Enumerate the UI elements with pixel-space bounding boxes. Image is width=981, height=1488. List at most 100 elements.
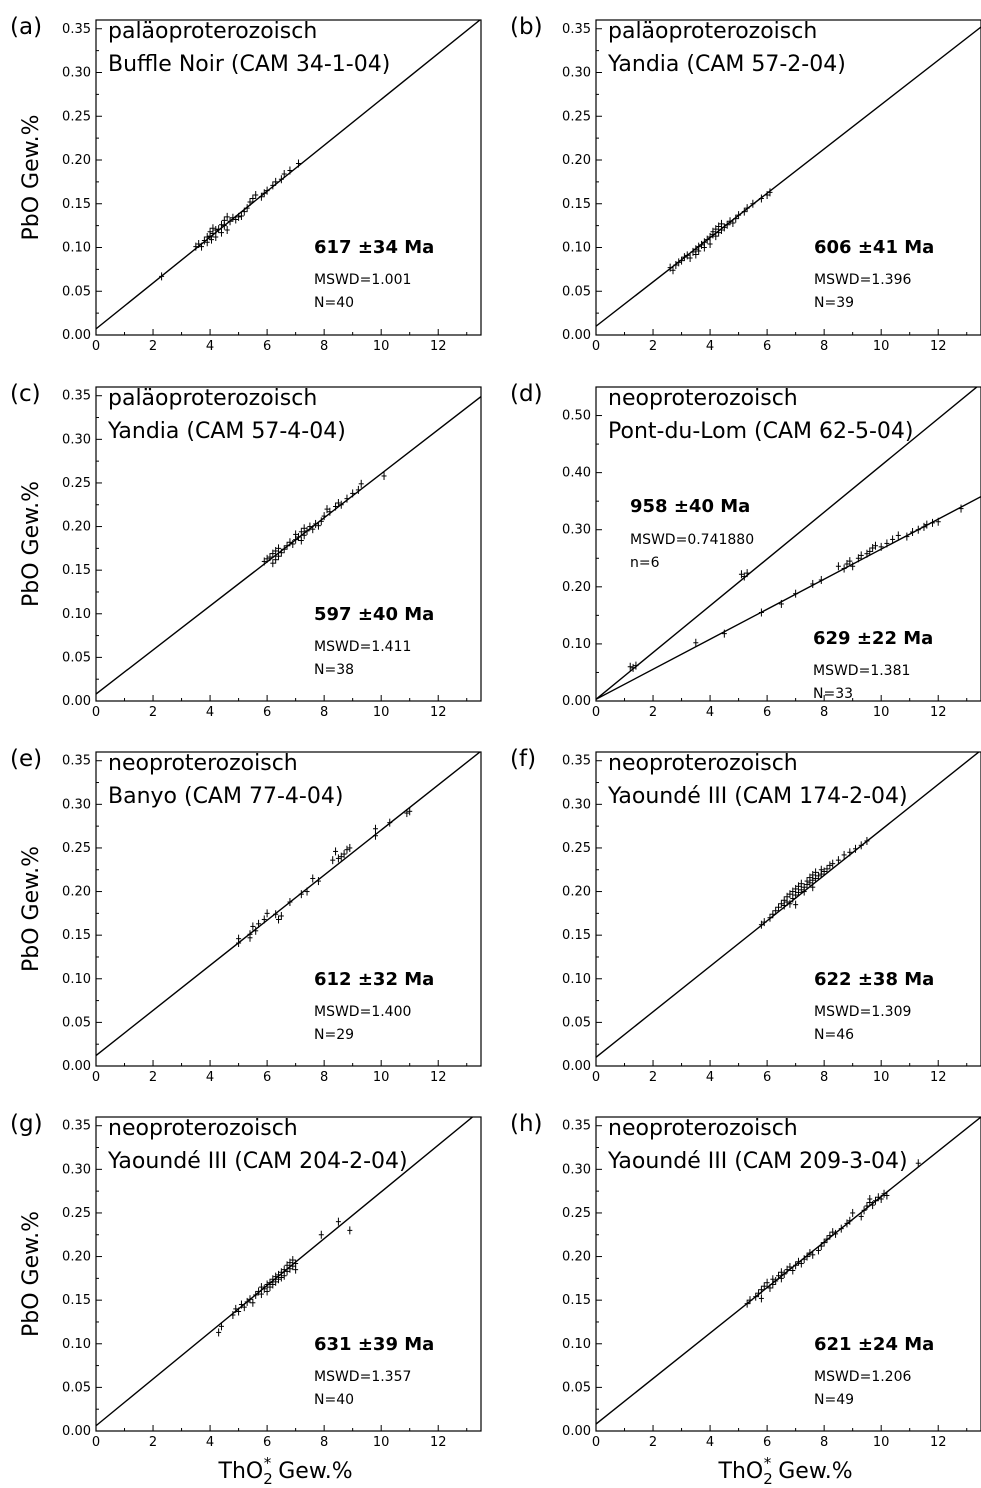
y-tick-label: 0.30 <box>562 66 591 81</box>
data-point <box>758 1285 764 1294</box>
data-point <box>761 1282 767 1291</box>
y-tick-label: 0.50 <box>562 409 591 424</box>
data-point <box>784 892 790 901</box>
plot-frame <box>95 1116 482 1432</box>
data-point <box>273 555 279 564</box>
data-point <box>224 212 230 221</box>
data-point <box>278 911 284 920</box>
panel-label: (a) <box>10 14 42 40</box>
x-tick-label: 8 <box>320 705 328 720</box>
plot-frame <box>595 1116 981 1432</box>
data-point <box>338 500 344 509</box>
plot-frame <box>95 19 482 336</box>
data-point <box>293 1265 299 1274</box>
data-point <box>295 159 301 168</box>
data-point <box>710 227 716 236</box>
n-label: N=40 <box>314 1392 354 1408</box>
data-point <box>904 532 910 541</box>
isochron-line <box>96 1117 474 1427</box>
data-point <box>344 494 350 503</box>
y-tick-label: 0.20 <box>62 153 91 168</box>
panel-h: 0.00 0.05 0.10 0.15 0.20 0.25 0.30 0.35 0 2 4 6 8 10 1… <box>510 1111 981 1450</box>
data-point <box>758 608 764 617</box>
data-point <box>627 662 633 671</box>
x-axis-label-subscript: 2 <box>263 1470 273 1488</box>
data-point <box>736 211 742 220</box>
x-axis-label-subscript: 2 <box>763 1470 773 1488</box>
y-tick-label: 0.15 <box>62 197 91 212</box>
data-point <box>264 1287 270 1296</box>
data-point <box>713 232 719 241</box>
y-tick-label: 0.00 <box>62 1059 91 1074</box>
x-tick-label: 2 <box>149 339 157 354</box>
data-point <box>290 540 296 548</box>
y-tick-label: 0.25 <box>62 1206 91 1221</box>
data-point <box>287 166 293 175</box>
y-tick-label: 0.10 <box>62 1337 91 1352</box>
y-tick-label: 0.35 <box>562 754 591 769</box>
y-tick-label: 0.25 <box>62 476 91 491</box>
data-point <box>333 502 339 511</box>
data-point <box>935 517 941 526</box>
data-point <box>858 551 864 560</box>
data-point <box>790 894 796 903</box>
data-point <box>284 541 290 550</box>
data-point <box>870 1201 876 1210</box>
data-point <box>741 572 747 581</box>
data-point <box>910 528 916 537</box>
data-point <box>278 1273 284 1282</box>
data-point <box>767 913 773 922</box>
data-point <box>224 226 230 234</box>
data-point <box>895 531 901 540</box>
data-point <box>358 479 364 488</box>
data-point <box>858 1212 864 1221</box>
data-point <box>773 1276 779 1285</box>
data-point <box>690 247 696 256</box>
isochron-line <box>596 26 981 327</box>
data-point <box>233 215 239 224</box>
panel-title-line1: neoproterozoisch <box>608 751 798 776</box>
data-point <box>236 939 242 948</box>
data-point <box>304 526 310 535</box>
data-point <box>355 485 361 494</box>
y-tick-label: 0.15 <box>562 197 591 212</box>
data-point <box>247 198 253 206</box>
data-point <box>327 507 333 516</box>
x-tick-label: 6 <box>763 705 771 720</box>
x-tick-label: 2 <box>149 1435 157 1450</box>
data-point <box>338 852 344 861</box>
data-point <box>718 219 724 228</box>
isochron-line <box>596 1117 981 1425</box>
data-point <box>818 575 824 584</box>
y-tick-label: 0.25 <box>562 1206 591 1221</box>
data-point <box>699 240 705 249</box>
x-tick-label: 12 <box>930 339 947 354</box>
mswd-label-upper: MSWD=0.741880 <box>630 532 754 548</box>
data-point <box>776 903 782 912</box>
data-point <box>864 1201 870 1210</box>
data-point <box>770 910 776 919</box>
x-tick-label: 6 <box>263 705 271 720</box>
data-point <box>870 543 876 552</box>
y-tick-label: 0.25 <box>562 841 591 856</box>
data-point <box>193 242 199 251</box>
data-point <box>276 544 282 553</box>
data-point <box>298 536 304 545</box>
plot-frame <box>595 19 981 336</box>
data-point <box>693 638 699 647</box>
data-point <box>372 831 378 840</box>
y-tick-label: 0.05 <box>562 284 591 299</box>
data-point <box>884 539 890 548</box>
panel-c: 0.00 0.05 0.10 0.15 0.20 0.25 0.30 0.35 0 2 4 6 8 10 1… <box>10 381 482 720</box>
age-label: 612 ±32 Ma <box>314 969 434 990</box>
y-tick-label: 0.00 <box>62 694 91 709</box>
y-tick-label: 0.00 <box>562 694 591 709</box>
panel-title-line1: paläoproterozoisch <box>108 19 317 44</box>
y-tick-label: 0.20 <box>562 1250 591 1265</box>
data-point <box>924 520 930 529</box>
data-point <box>793 900 799 909</box>
mswd-label: MSWD=1.001 <box>314 272 411 288</box>
x-tick-label: 10 <box>373 1435 390 1450</box>
data-point <box>827 861 833 870</box>
data-point <box>201 236 207 245</box>
